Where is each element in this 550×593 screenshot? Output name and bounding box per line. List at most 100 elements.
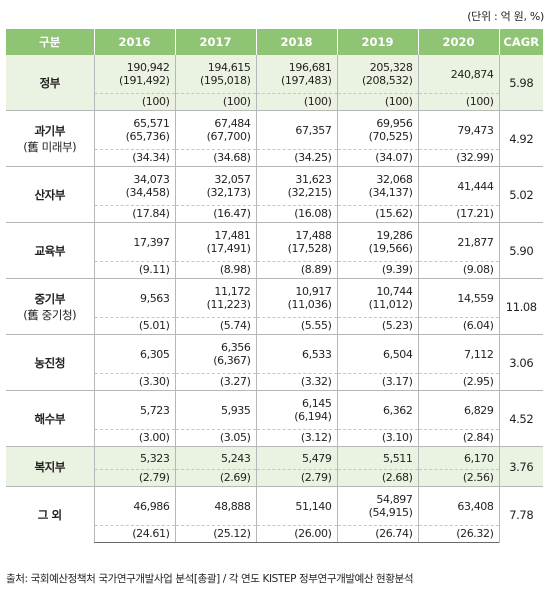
source-note: 출처: 국회예산정책처 국가연구개발사업 분석[총괄] / 각 연도 KISTE… bbox=[6, 573, 414, 585]
row-label: 정부 bbox=[6, 55, 94, 111]
row-label: 그 외 bbox=[6, 486, 94, 543]
cagr-cell: 5.98 bbox=[498, 55, 543, 111]
budget-value: 32,068 bbox=[376, 173, 413, 186]
row-label: 산자부 bbox=[6, 166, 94, 223]
budget-value-alt: (65,736) bbox=[125, 130, 170, 143]
share-cell: (32.99) bbox=[417, 149, 499, 167]
row-label-text: 교육부 bbox=[34, 243, 66, 258]
value-cell: 5,479 bbox=[255, 446, 337, 470]
budget-value: 6,145 bbox=[302, 397, 332, 410]
share-cell: (26.00) bbox=[255, 525, 337, 543]
budget-value-alt: (17,528) bbox=[287, 242, 332, 255]
budget-value: 5,323 bbox=[140, 451, 170, 465]
budget-value: 6,362 bbox=[383, 403, 413, 417]
value-cell: 48,888 bbox=[174, 486, 256, 526]
value-cell: 10,744 (11,012) bbox=[336, 278, 418, 318]
table-row: 복지부 5,323 5,243 5,479 5,511 6,170 3.76 bbox=[6, 446, 543, 487]
budget-value-alt: (195,018) bbox=[200, 74, 251, 87]
cagr-cell: 3.06 bbox=[498, 334, 543, 391]
budget-value: 5,935 bbox=[221, 403, 251, 417]
share-cell: (34.68) bbox=[174, 149, 256, 167]
value-cell: 6,356 (6,367) bbox=[174, 334, 256, 374]
value-cell: 11,172 (11,223) bbox=[174, 278, 256, 318]
budget-value: 67,484 bbox=[214, 117, 251, 130]
table-row: 정부 190,942 (191,492) 194,615 (195,018) 196,68… bbox=[6, 55, 543, 111]
row-label-text: 그 외 bbox=[37, 507, 62, 522]
budget-value: 67,357 bbox=[295, 123, 332, 137]
value-cell: 65,571 (65,736) bbox=[93, 110, 175, 150]
value-cell: 67,484 (67,700) bbox=[174, 110, 256, 150]
value-cell: 6,504 bbox=[336, 334, 418, 374]
budget-value: 6,356 bbox=[221, 341, 251, 354]
value-cell: 190,942 (191,492) bbox=[93, 55, 175, 94]
budget-value: 17,488 bbox=[295, 229, 332, 242]
budget-value: 6,829 bbox=[464, 403, 494, 417]
value-cell: 5,323 bbox=[93, 446, 175, 470]
value-cell: 6,533 bbox=[255, 334, 337, 374]
budget-value: 240,874 bbox=[450, 67, 494, 81]
budget-value: 9,563 bbox=[140, 291, 170, 305]
header-year: 2017 bbox=[174, 29, 256, 55]
value-cell: 5,723 bbox=[93, 390, 175, 430]
cagr-cell: 5.02 bbox=[498, 166, 543, 223]
share-cell: (5.01) bbox=[93, 317, 175, 335]
row-label-text: 중기부 bbox=[34, 291, 66, 306]
share-cell: (2.56) bbox=[417, 469, 499, 487]
share-cell: (2.69) bbox=[174, 469, 256, 487]
share-cell: (3.12) bbox=[255, 429, 337, 447]
value-cell: 54,897 (54,915) bbox=[336, 486, 418, 526]
rd-budget-table: 구분 2016 2017 2018 2019 2020 CAGR 정부 190,942 (191… bbox=[6, 29, 543, 543]
budget-value: 5,479 bbox=[302, 451, 332, 465]
unit-note: (단위 : 억 원, %) bbox=[467, 10, 544, 23]
share-cell: (2.84) bbox=[417, 429, 499, 447]
value-cell: 46,986 bbox=[93, 486, 175, 526]
table-body: 정부 190,942 (191,492) 194,615 (195,018) 196,68… bbox=[6, 55, 543, 543]
budget-value: 41,444 bbox=[457, 179, 494, 193]
share-cell: (34.34) bbox=[93, 149, 175, 167]
budget-value-alt: (19,566) bbox=[368, 242, 413, 255]
budget-value: 196,681 bbox=[288, 61, 332, 74]
header-year: 2016 bbox=[93, 29, 175, 55]
value-cell: 32,068 (34,137) bbox=[336, 166, 418, 206]
value-cell: 34,073 (34,458) bbox=[93, 166, 175, 206]
budget-value: 17,397 bbox=[133, 235, 170, 249]
row-label-text: 해수부 bbox=[34, 411, 66, 426]
share-cell: (100) bbox=[417, 93, 499, 111]
budget-value: 205,328 bbox=[369, 61, 413, 74]
share-cell: (8.98) bbox=[174, 261, 256, 279]
share-cell: (17.84) bbox=[93, 205, 175, 223]
budget-value: 21,877 bbox=[457, 235, 494, 249]
budget-value: 34,073 bbox=[133, 173, 170, 186]
share-row: (100) (100) (100) (100) (100) bbox=[6, 93, 543, 111]
value-cell: 63,408 bbox=[417, 486, 499, 526]
budget-value-alt: (197,483) bbox=[281, 74, 332, 87]
value-cell: 32,057 (32,173) bbox=[174, 166, 256, 206]
share-row: (17.84) (16.47) (16.08) (15.62) (17.21) bbox=[6, 205, 543, 223]
row-label: 농진청 bbox=[6, 334, 94, 391]
value-cell: 21,877 bbox=[417, 222, 499, 262]
row-label: 교육부 bbox=[6, 222, 94, 279]
budget-value: 69,956 bbox=[376, 117, 413, 130]
share-cell: (5.74) bbox=[174, 317, 256, 335]
value-cell: 31,623 (32,215) bbox=[255, 166, 337, 206]
budget-value: 5,511 bbox=[383, 451, 413, 465]
share-row: (5.01) (5.74) (5.55) (5.23) (6.04) bbox=[6, 317, 543, 335]
budget-value: 194,615 bbox=[207, 61, 251, 74]
share-row: (24.61) (25.12) (26.00) (26.74) (26.32) bbox=[6, 525, 543, 543]
budget-value: 6,533 bbox=[302, 347, 332, 361]
share-cell: (5.55) bbox=[255, 317, 337, 335]
row-label-text: 정부 bbox=[39, 75, 61, 90]
table-row: 산자부 34,073 (34,458) 32,057 (32,173) 31,623 (32… bbox=[6, 166, 543, 223]
budget-value: 6,305 bbox=[140, 347, 170, 361]
budget-value-alt: (17,491) bbox=[206, 242, 251, 255]
value-cell: 17,488 (17,528) bbox=[255, 222, 337, 262]
share-cell: (100) bbox=[336, 93, 418, 111]
share-cell: (26.32) bbox=[417, 525, 499, 543]
share-cell: (15.62) bbox=[336, 205, 418, 223]
share-cell: (24.61) bbox=[93, 525, 175, 543]
budget-value: 14,559 bbox=[457, 291, 494, 305]
row-label-text: 복지부 bbox=[34, 459, 66, 474]
share-cell: (8.89) bbox=[255, 261, 337, 279]
budget-value-alt: (6,194) bbox=[294, 410, 332, 423]
table-row: 교육부 17,397 17,481 (17,491) 17,488 (17,528) 19,… bbox=[6, 222, 543, 279]
